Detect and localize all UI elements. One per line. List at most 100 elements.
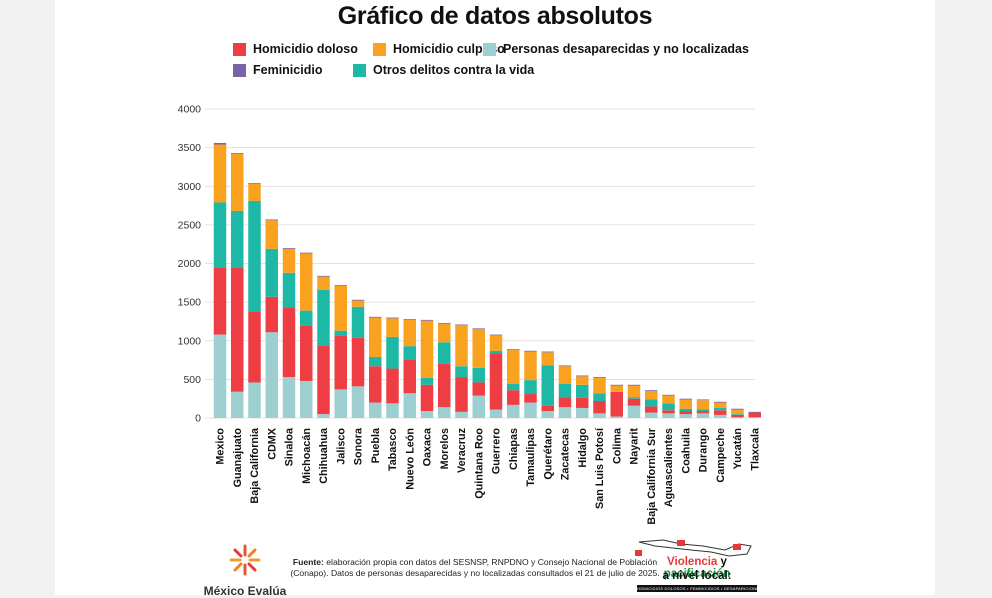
y-tick-label: 3000	[178, 181, 202, 193]
bar-segment	[455, 411, 468, 418]
x-tick-label: Nayarit	[629, 428, 641, 465]
x-tick-label: Tabasco	[387, 428, 399, 471]
y-tick-label: 1000	[178, 335, 202, 347]
bar-segment	[248, 382, 261, 418]
bar-segment	[679, 398, 692, 400]
y-tick-label: 2000	[178, 258, 202, 270]
campaign-word1: Violencia	[667, 556, 718, 568]
bar-segment	[679, 414, 692, 418]
bar-segment	[265, 296, 278, 333]
bar-segment	[748, 412, 761, 418]
bar-segment	[213, 334, 227, 418]
x-tick-label: Campeche	[715, 428, 727, 483]
bar-segment	[576, 407, 589, 418]
y-tick-label: 500	[183, 374, 201, 386]
bar-segment	[386, 318, 399, 337]
x-tick-label: Sonora	[353, 427, 365, 465]
bar-segment	[696, 411, 710, 414]
bar-segment	[317, 289, 330, 346]
x-tick-label: Puebla	[370, 427, 382, 463]
bar-segment	[420, 411, 434, 418]
bar-segment	[645, 399, 658, 407]
x-tick-label: Sinaloa	[284, 427, 296, 466]
bar-segment	[248, 200, 261, 312]
bar-segment	[386, 336, 399, 369]
bar-segment	[593, 393, 606, 402]
bar-segment	[541, 365, 554, 406]
bar-segment	[438, 363, 451, 408]
source-label: Fuente:	[292, 557, 324, 567]
legend-swatch	[233, 63, 246, 77]
bar-segment	[282, 272, 296, 308]
bar-segment	[386, 317, 399, 319]
x-tick-label: Durango	[698, 428, 710, 473]
bar-segment	[662, 403, 675, 411]
bar-segment	[645, 390, 658, 391]
legend-swatch	[483, 42, 496, 56]
bar-segment	[438, 323, 451, 343]
org-name: México Evalúa	[203, 584, 287, 598]
x-tick-label: Colima	[611, 427, 623, 464]
x-tick-label: Guanajuato	[232, 428, 244, 488]
bar-segment	[593, 377, 606, 378]
legend-swatch	[233, 42, 246, 56]
bar-segment	[213, 144, 227, 203]
bar-segment	[351, 299, 365, 301]
bar-segment	[627, 398, 641, 406]
x-tick-label: San Luis Potosí	[594, 427, 606, 509]
bar-segment	[282, 248, 296, 273]
bar-segment	[489, 350, 503, 354]
bar-segment	[576, 397, 589, 408]
bar-segment	[489, 335, 503, 351]
bar-segment	[541, 351, 554, 353]
bar-segment	[593, 401, 606, 414]
y-tick-label: 1500	[178, 297, 202, 309]
bar-segment	[714, 401, 727, 403]
bar-segment	[627, 384, 641, 386]
bar-segment	[300, 252, 313, 254]
bar-segment	[403, 359, 416, 394]
chart-card: Gráfico de datos absolutos Homicidio dol…	[55, 0, 935, 598]
bar-segment	[679, 399, 692, 409]
bar-segment	[645, 412, 658, 418]
chart-title: Gráfico de datos absolutos	[337, 2, 653, 30]
bar-segment	[627, 385, 641, 398]
bar-segment	[386, 368, 399, 404]
bar-segment	[696, 399, 710, 401]
bar-segment	[248, 311, 261, 383]
x-tick-label: Guerrero	[491, 428, 503, 475]
x-tick-label: Chihuahua	[318, 427, 330, 484]
bar-segment	[282, 248, 296, 249]
x-tick-label: Tlaxcala	[749, 427, 761, 471]
source-text: elaboración propia con datos del SESNSP,…	[290, 557, 660, 578]
bar-segment	[748, 417, 761, 418]
bar-segment	[524, 380, 537, 395]
bar-segment	[593, 377, 606, 394]
bar-segment	[265, 332, 278, 418]
bar-segment	[696, 400, 710, 410]
x-tick-label: Oaxaca	[422, 427, 434, 466]
bar-segment	[541, 405, 554, 412]
mexico-evalua-icon	[229, 544, 261, 576]
bar-segment	[714, 414, 727, 418]
bar-segment	[472, 382, 485, 396]
bar-segment	[748, 411, 761, 413]
source-note: Fuente: elaboración propia con datos del…	[285, 557, 665, 579]
bar-segment	[593, 413, 606, 418]
bar-segment	[558, 365, 572, 367]
bar-segment	[369, 316, 382, 318]
bar-segment	[576, 375, 589, 377]
legend-label: Otros delitos contra la vida	[373, 63, 535, 77]
bar-segment	[351, 386, 365, 418]
legend-swatch	[353, 63, 366, 77]
bar-segment	[541, 352, 554, 366]
campaign-word2: y	[720, 556, 727, 568]
x-tick-label: Veracruz	[456, 427, 468, 473]
bar-segment	[334, 285, 347, 331]
bar-segment	[300, 325, 313, 381]
bar-segment	[472, 367, 485, 383]
bar-segment	[317, 275, 330, 277]
x-tick-label: Querétaro	[542, 428, 554, 480]
bar-segment	[231, 391, 244, 418]
bar-segment	[714, 407, 727, 411]
